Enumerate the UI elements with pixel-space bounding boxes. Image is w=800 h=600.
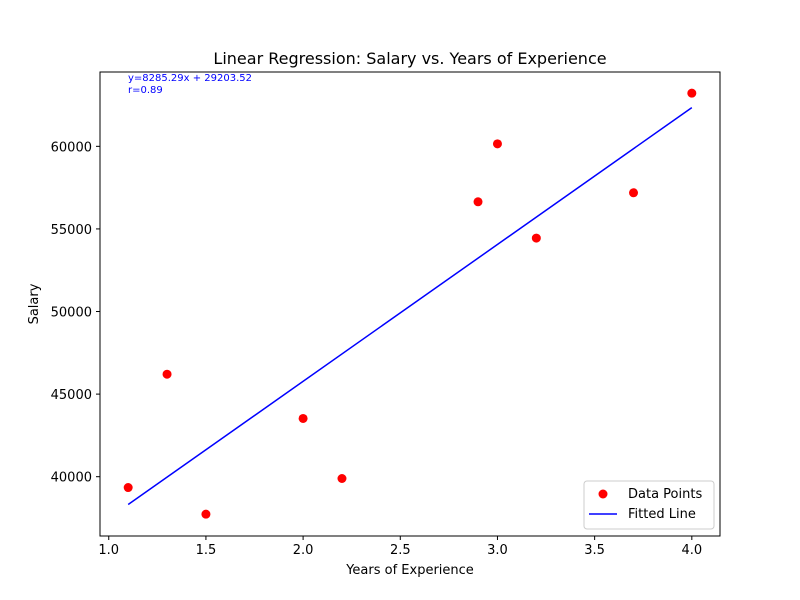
r-value-annotation: r=0.89 xyxy=(128,85,163,96)
y-axis-title: Salary xyxy=(27,283,42,324)
y-tick-label: 60000 xyxy=(51,140,92,155)
data-point xyxy=(162,369,172,379)
data-point xyxy=(337,473,347,483)
x-axis: 1.0 1.5 2.0 2.5 3.0 3.5 4.0 xyxy=(98,536,702,558)
x-tick-label: 3.5 xyxy=(584,543,605,558)
plot-area xyxy=(123,88,697,519)
equation-annotation: y=8285.29x + 29203.52 xyxy=(128,73,252,84)
data-point xyxy=(492,139,502,149)
y-axis: 40000 45000 50000 55000 60000 xyxy=(51,140,100,486)
y-tick-label: 55000 xyxy=(51,223,92,238)
x-tick-label: 1.0 xyxy=(98,543,119,558)
x-tick-label: 2.0 xyxy=(293,543,314,558)
legend-marker-data-points xyxy=(598,489,608,499)
data-point xyxy=(298,413,308,423)
fitted-line xyxy=(127,106,693,506)
data-point xyxy=(687,88,697,98)
x-tick-label: 4.0 xyxy=(681,543,702,558)
data-point xyxy=(201,509,211,519)
chart-title: Linear Regression: Salary vs. Years of E… xyxy=(213,49,606,68)
data-point xyxy=(123,483,133,493)
x-tick-label: 1.5 xyxy=(196,543,217,558)
legend-label-data-points: Data Points xyxy=(628,487,702,502)
legend-box xyxy=(583,480,715,530)
data-point xyxy=(531,233,541,243)
legend: Data Points Fitted Line xyxy=(583,480,715,530)
legend-label-fitted-line: Fitted Line xyxy=(628,507,696,522)
data-point xyxy=(473,197,483,207)
x-axis-title: Years of Experience xyxy=(345,563,474,578)
x-tick-label: 3.0 xyxy=(487,543,508,558)
x-tick-label: 2.5 xyxy=(390,543,411,558)
y-tick-label: 45000 xyxy=(51,388,92,403)
data-point xyxy=(629,188,639,198)
y-tick-label: 40000 xyxy=(51,471,92,486)
axes-frame xyxy=(99,71,721,537)
y-tick-label: 50000 xyxy=(51,306,92,321)
